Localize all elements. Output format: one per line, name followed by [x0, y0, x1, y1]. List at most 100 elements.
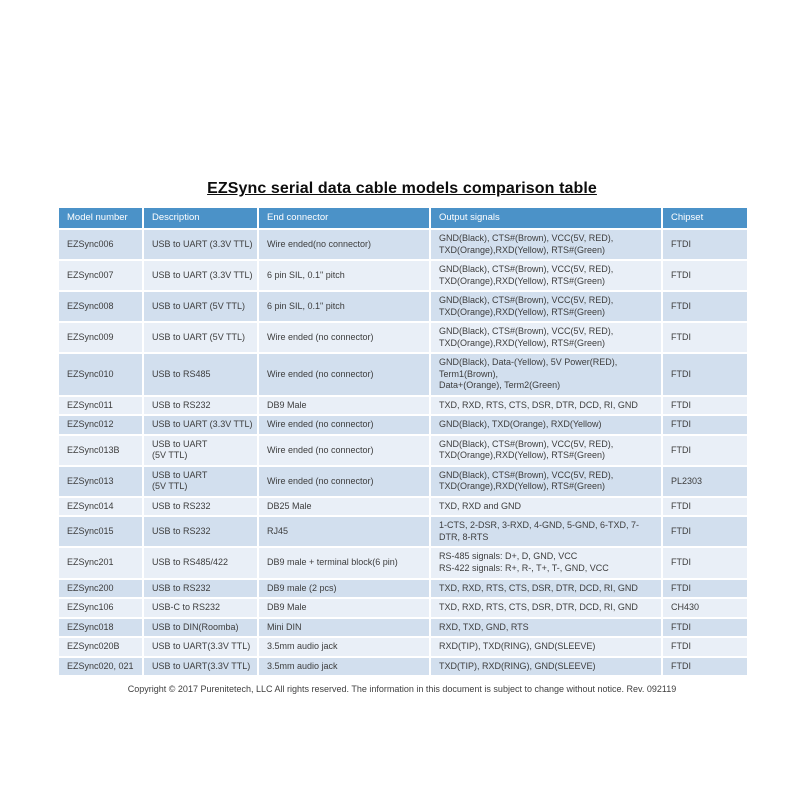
table-row: EZSync015 USB to RS232 RJ45 1-CTS, 2-DSR… [57, 515, 749, 549]
cell-end-connector: 6 pin SIL, 0.1" pitch [257, 290, 431, 324]
cell-chipset: FTDI [661, 495, 749, 518]
cell-output-signals: GND(Black), Data-(Yellow), 5V Power(RED)… [429, 352, 663, 397]
cell-description: USB to UART (3.3V TTL) [142, 414, 259, 436]
table-row: EZSync201 USB to RS485/422 DB9 male + te… [57, 546, 749, 580]
cell-output-signals: GND(Black), CTS#(Brown), VCC(5V, RED), T… [429, 228, 663, 262]
page-title: EZSync serial data cable models comparis… [207, 180, 597, 197]
cell-description: USB to RS232 [142, 394, 259, 417]
cell-chipset: FTDI [661, 546, 749, 580]
cell-model-number: EZSync012 [57, 414, 144, 436]
cell-end-connector: DB9 male + terminal block(6 pin) [257, 546, 431, 580]
cell-chipset: FTDI [661, 394, 749, 417]
cell-model-number: EZSync010 [57, 352, 144, 397]
cell-model-number: EZSync106 [57, 597, 144, 619]
document-content: EZSync serial data cable models comparis… [57, 180, 749, 695]
cell-description: USB-C to RS232 [142, 597, 259, 619]
cell-chipset: FTDI [661, 636, 749, 658]
cell-chipset: FTDI [661, 577, 749, 599]
table-body: EZSync006 USB to UART (3.3V TTL) Wire en… [57, 228, 749, 678]
cell-model-number: EZSync018 [57, 616, 144, 639]
cell-output-signals: RXD, TXD, GND, RTS [429, 616, 663, 639]
cell-output-signals: GND(Black), CTS#(Brown), VCC(5V, RED), T… [429, 290, 663, 324]
cell-end-connector: RJ45 [257, 515, 431, 549]
cell-end-connector: Mini DIN [257, 616, 431, 639]
cell-chipset: FTDI [661, 228, 749, 262]
cell-chipset: FTDI [661, 414, 749, 436]
cell-model-number: EZSync009 [57, 321, 144, 355]
cell-end-connector: Wire ended (no connector) [257, 352, 431, 397]
table-row: EZSync020B USB to UART(3.3V TTL) 3.5mm a… [57, 636, 749, 658]
cell-model-number: EZSync014 [57, 495, 144, 518]
cell-model-number: EZSync013 [57, 464, 144, 498]
cell-description: USB to UART (3.3V TTL) [142, 228, 259, 262]
cell-description: USB to RS232 [142, 495, 259, 518]
cell-model-number: EZSync020B [57, 636, 144, 658]
cell-model-number: EZSync020, 021 [57, 655, 144, 678]
cell-chipset: FTDI [661, 655, 749, 678]
cell-output-signals: TXD, RXD, RTS, CTS, DSR, DTR, DCD, RI, G… [429, 394, 663, 417]
cell-model-number: EZSync013B [57, 433, 144, 467]
cell-end-connector: 3.5mm audio jack [257, 636, 431, 658]
cell-description: USB to RS485 [142, 352, 259, 397]
cell-chipset: FTDI [661, 290, 749, 324]
cell-chipset: FTDI [661, 321, 749, 355]
cell-output-signals: RS-485 signals: D+, D, GND, VCC RS-422 s… [429, 546, 663, 580]
cell-description: USB to UART (5V TTL) [142, 290, 259, 324]
table-row: EZSync012 USB to UART (3.3V TTL) Wire en… [57, 414, 749, 436]
cell-chipset: FTDI [661, 433, 749, 467]
cell-model-number: EZSync011 [57, 394, 144, 417]
cell-description: USB to UART(3.3V TTL) [142, 655, 259, 678]
table-row: EZSync007 USB to UART (3.3V TTL) 6 pin S… [57, 259, 749, 293]
table-row: EZSync018 USB to DIN(Roomba) Mini DIN RX… [57, 616, 749, 639]
cell-model-number: EZSync008 [57, 290, 144, 324]
table-row: EZSync010 USB to RS485 Wire ended (no co… [57, 352, 749, 397]
table-row: EZSync013 USB to UART (5V TTL) Wire ende… [57, 464, 749, 498]
column-header-model-number: Model number [57, 205, 144, 231]
header-row: Model number Description End connector O… [57, 205, 749, 231]
cell-output-signals: GND(Black), CTS#(Brown), VCC(5V, RED), T… [429, 259, 663, 293]
table-row: EZSync014 USB to RS232 DB25 Male TXD, RX… [57, 495, 749, 518]
cell-chipset: FTDI [661, 352, 749, 397]
copyright-notice: Copyright © 2017 Purenitetech, LLC All r… [127, 684, 677, 695]
cell-output-signals: GND(Black), TXD(Orange), RXD(Yellow) [429, 414, 663, 436]
column-header-chipset: Chipset [661, 205, 749, 231]
cell-end-connector: Wire ended (no connector) [257, 464, 431, 498]
cell-description: USB to UART (5V TTL) [142, 433, 259, 467]
cell-output-signals: GND(Black), CTS#(Brown), VCC(5V, RED), T… [429, 321, 663, 355]
cell-end-connector: DB9 Male [257, 597, 431, 619]
cell-output-signals: TXD, RXD, RTS, CTS, DSR, DTR, DCD, RI, G… [429, 577, 663, 599]
cell-model-number: EZSync006 [57, 228, 144, 262]
cell-chipset: FTDI [661, 259, 749, 293]
comparison-table: Model number Description End connector O… [57, 205, 749, 678]
table-row: EZSync106 USB-C to RS232 DB9 Male TXD, R… [57, 597, 749, 619]
cell-end-connector: Wire ended(no connector) [257, 228, 431, 262]
table-row: EZSync200 USB to RS232 DB9 male (2 pcs) … [57, 577, 749, 599]
cell-model-number: EZSync015 [57, 515, 144, 549]
table-row: EZSync008 USB to UART (5V TTL) 6 pin SIL… [57, 290, 749, 324]
cell-end-connector: 6 pin SIL, 0.1" pitch [257, 259, 431, 293]
table-row: EZSync011 USB to RS232 DB9 Male TXD, RXD… [57, 394, 749, 417]
cell-end-connector: Wire ended (no connector) [257, 321, 431, 355]
cell-end-connector: Wire ended (no connector) [257, 414, 431, 436]
cell-chipset: FTDI [661, 616, 749, 639]
cell-output-signals: RXD(TIP), TXD(RING), GND(SLEEVE) [429, 636, 663, 658]
cell-description: USB to DIN(Roomba) [142, 616, 259, 639]
table-row: EZSync009 USB to UART (5V TTL) Wire ende… [57, 321, 749, 355]
cell-description: USB to UART(3.3V TTL) [142, 636, 259, 658]
cell-output-signals: 1-CTS, 2-DSR, 3-RXD, 4-GND, 5-GND, 6-TXD… [429, 515, 663, 549]
cell-end-connector: DB25 Male [257, 495, 431, 518]
cell-end-connector: 3.5mm audio jack [257, 655, 431, 678]
cell-model-number: EZSync201 [57, 546, 144, 580]
cell-chipset: FTDI [661, 515, 749, 549]
cell-description: USB to RS232 [142, 515, 259, 549]
cell-description: USB to RS485/422 [142, 546, 259, 580]
cell-description: USB to UART (5V TTL) [142, 321, 259, 355]
cell-description: USB to UART (5V TTL) [142, 464, 259, 498]
cell-output-signals: GND(Black), CTS#(Brown), VCC(5V, RED), T… [429, 464, 663, 498]
cell-output-signals: GND(Black), CTS#(Brown), VCC(5V, RED), T… [429, 433, 663, 467]
cell-end-connector: Wire ended (no connector) [257, 433, 431, 467]
cell-output-signals: TXD(TIP), RXD(RING), GND(SLEEVE) [429, 655, 663, 678]
cell-output-signals: TXD, RXD, RTS, CTS, DSR, DTR, DCD, RI, G… [429, 597, 663, 619]
